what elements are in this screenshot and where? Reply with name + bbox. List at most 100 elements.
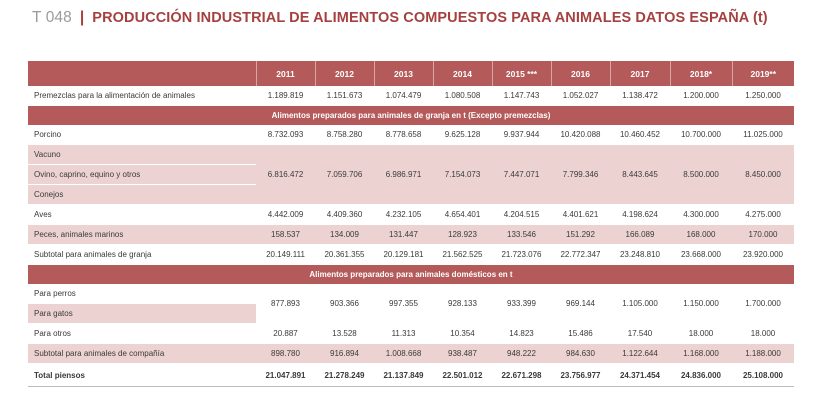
cell-value: 22.671.298 (492, 363, 551, 387)
year-header: 2017 (609, 61, 670, 86)
cell-value: 928.133 (433, 284, 492, 324)
cell-value: 8.778.658 (374, 125, 433, 145)
cell-value: 21.278.249 (315, 363, 374, 387)
cell-value: 948.222 (492, 343, 551, 364)
cell-value: 9.937.944 (492, 125, 551, 145)
cell-value: 20.361.355 (315, 244, 374, 265)
year-header: 2018* (669, 61, 732, 86)
cell-value: 7.447.071 (492, 144, 551, 205)
section-header-row: Alimentos preparados para animales de gr… (28, 105, 794, 125)
cell-value: 1.200.000 (670, 86, 732, 106)
year-header: 2013 (373, 61, 433, 86)
cell-value: 14.823 (492, 323, 551, 344)
cell-value: 1.138.472 (610, 86, 670, 106)
subtotal-row: Subtotal para animales de compañía 898.7… (28, 343, 794, 364)
cell-value: 4.275.000 (732, 204, 794, 225)
table-row: Para gatos (28, 303, 794, 324)
cell-value: 916.894 (315, 343, 374, 364)
cell-value: 151.292 (551, 224, 610, 245)
cell-value: 22.501.012 (433, 363, 492, 387)
row-label: Peces, animales marinos (28, 224, 256, 245)
cell-value: 8.443.645 (610, 144, 670, 205)
cell-value: 4.232.105 (374, 204, 433, 225)
cell-value: 10.354 (433, 323, 492, 344)
row-label: Para gatos (28, 303, 256, 324)
row-label: Vacuno (28, 144, 256, 165)
table-row: Conejos (28, 184, 794, 205)
year-header: 2014 (432, 61, 492, 86)
header-row: 2011 2012 2013 2014 2015 *** 2016 2017 2… (28, 61, 794, 86)
cell-value: 166.089 (610, 224, 670, 245)
cell-value: 4.409.360 (315, 204, 374, 225)
cell-value: 131.447 (374, 224, 433, 245)
cell-value: 8.450.000 (732, 144, 794, 205)
cell-value: 984.630 (551, 343, 610, 364)
cell-value: 7.154.073 (433, 144, 492, 205)
cell-value: 23.668.000 (670, 244, 732, 265)
title-text: PRODUCCIÓN INDUSTRIAL DE ALIMENTOS COMPU… (92, 10, 768, 26)
cell-value: 1.150.000 (670, 284, 732, 324)
cell-value: 1.052.027 (551, 86, 610, 106)
cell-value: 15.486 (551, 323, 610, 344)
cell-value: 20.887 (256, 323, 315, 344)
cell-value: 1.250.000 (732, 86, 794, 106)
cell-value: 8.758.280 (315, 125, 374, 145)
table-row: Vacuno 6.816.472 7.059.706 6.986.971 7.1… (28, 144, 794, 205)
cell-value: 6.816.472 (256, 144, 315, 205)
year-header: 2012 (314, 61, 374, 86)
cell-value: 4.442.009 (256, 204, 315, 225)
cell-value: 1.105.000 (610, 284, 670, 324)
cell-value: 134.009 (315, 224, 374, 245)
row-label: Subtotal para animales de granja (28, 244, 256, 265)
cell-value: 9.625.128 (433, 125, 492, 145)
cell-value: 4.401.621 (551, 204, 610, 225)
cell-value: 1.122.644 (610, 343, 670, 364)
row-label: Premezclas para la alimentación de anima… (28, 86, 256, 106)
year-header: 2015 *** (491, 61, 551, 86)
cell-value: 24.371.454 (610, 363, 670, 387)
cell-value: 22.772.347 (551, 244, 610, 265)
table-row: Aves 4.442.009 4.409.360 4.232.105 4.654… (28, 204, 794, 225)
cell-value: 1.080.508 (433, 86, 492, 106)
cell-value: 10.700.000 (670, 125, 732, 145)
cell-value: 20.149.111 (256, 244, 315, 265)
cell-value: 13.528 (315, 323, 374, 344)
cell-value: 8.500.000 (670, 144, 732, 205)
title-separator: | (79, 9, 85, 26)
cell-value: 1.147.743 (492, 86, 551, 106)
cell-value: 23.248.810 (610, 244, 670, 265)
cell-value: 20.129.181 (374, 244, 433, 265)
row-label: Total piensos (28, 363, 256, 387)
cell-value: 7.059.706 (315, 144, 374, 205)
cell-value: 903.366 (315, 284, 374, 324)
cell-value: 23.920.000 (732, 244, 794, 265)
year-header: 2011 (255, 61, 315, 86)
cell-value: 170.000 (732, 224, 794, 245)
cell-value: 21.137.849 (374, 363, 433, 387)
cell-value: 8.732.093 (256, 125, 315, 145)
table-row: Premezclas para la alimentación de anima… (28, 86, 794, 106)
cell-value: 1.189.819 (256, 86, 315, 106)
cell-value: 1.074.479 (374, 86, 433, 106)
table-row: Para perros 877.893 903.366 997.355 928.… (28, 284, 794, 324)
feed-production-table: 2011 2012 2013 2014 2015 *** 2016 2017 2… (28, 61, 794, 387)
cell-value: 6.986.971 (374, 144, 433, 205)
year-header: 2019** (731, 61, 794, 86)
table-row: Peces, animales marinos 158.537 134.009 … (28, 224, 794, 245)
cell-value: 933.399 (492, 284, 551, 324)
row-label: Para otros (28, 323, 256, 344)
year-header: 2016 (550, 61, 610, 86)
cell-value: 11.025.000 (732, 125, 794, 145)
row-label: Subtotal para animales de compañía (28, 343, 256, 364)
cell-value: 158.537 (256, 224, 315, 245)
cell-value: 23.756.977 (551, 363, 610, 387)
cell-value: 21.723.076 (492, 244, 551, 265)
cell-value: 11.313 (374, 323, 433, 344)
table-row: Para otros 20.887 13.528 11.313 10.354 1… (28, 323, 794, 344)
cell-value: 24.836.000 (670, 363, 732, 387)
subtotal-row: Subtotal para animales de granja 20.149.… (28, 244, 794, 265)
cell-value: 7.799.346 (551, 144, 610, 205)
section-header-row: Alimentos preparados para animales domés… (28, 264, 794, 284)
cell-value: 17.540 (610, 323, 670, 344)
cell-value: 4.654.401 (433, 204, 492, 225)
